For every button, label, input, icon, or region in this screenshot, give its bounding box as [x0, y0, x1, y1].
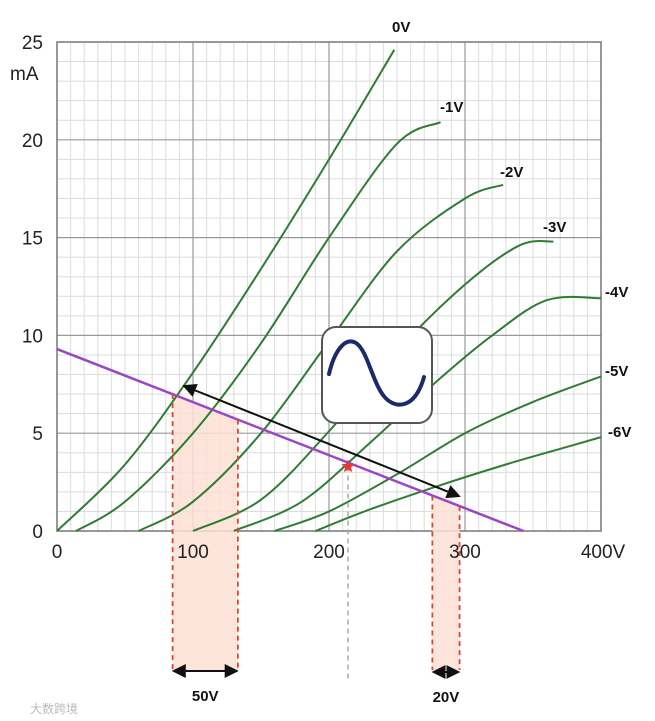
x-tick-label: 0 — [52, 542, 63, 563]
y-tick-label: 20 — [22, 131, 43, 152]
output-range-label: 20V — [433, 689, 460, 706]
curve-minus-4v — [233, 295, 602, 532]
watermark: 大数跨境 — [30, 701, 78, 716]
curve-label: -4V — [605, 284, 628, 301]
y-tick-label: 0 — [32, 522, 43, 543]
curve-label: -6V — [608, 424, 631, 441]
x-tick-label: 400V — [581, 542, 626, 563]
plot-frame — [56, 41, 602, 532]
y-unit-label: mA — [10, 64, 39, 85]
curve-label: -5V — [605, 363, 628, 380]
operating-point-star — [341, 459, 355, 473]
signal-swing-arrow — [182, 383, 461, 499]
y-tick-label: 5 — [32, 424, 43, 445]
y-tick-label: 10 — [22, 326, 43, 347]
y-tick-label: 25 — [22, 33, 43, 54]
y-tick-label: 15 — [22, 229, 43, 250]
curve-minus-6v — [315, 436, 602, 532]
annotations: 50V 20V — [56, 347, 524, 706]
x-tick-label: 200 — [313, 542, 345, 563]
sine-wave-icon — [321, 326, 433, 424]
input-range-shade — [172, 394, 238, 670]
input-range-label: 50V — [192, 688, 219, 705]
x-tick-label: 300 — [449, 542, 481, 563]
curve-label: -1V — [440, 99, 463, 116]
curve-0v — [56, 49, 396, 532]
output-range-shade — [432, 495, 460, 670]
x-tick-label: 100 — [177, 542, 209, 563]
curve-label: -2V — [500, 164, 523, 181]
curve-label: -3V — [543, 219, 566, 236]
curve-label: 0V — [392, 19, 410, 36]
curve-minus-1v — [75, 121, 441, 532]
axis-ticks: 0 100 200 300 400V 0 5 10 15 20 25 — [22, 33, 626, 563]
